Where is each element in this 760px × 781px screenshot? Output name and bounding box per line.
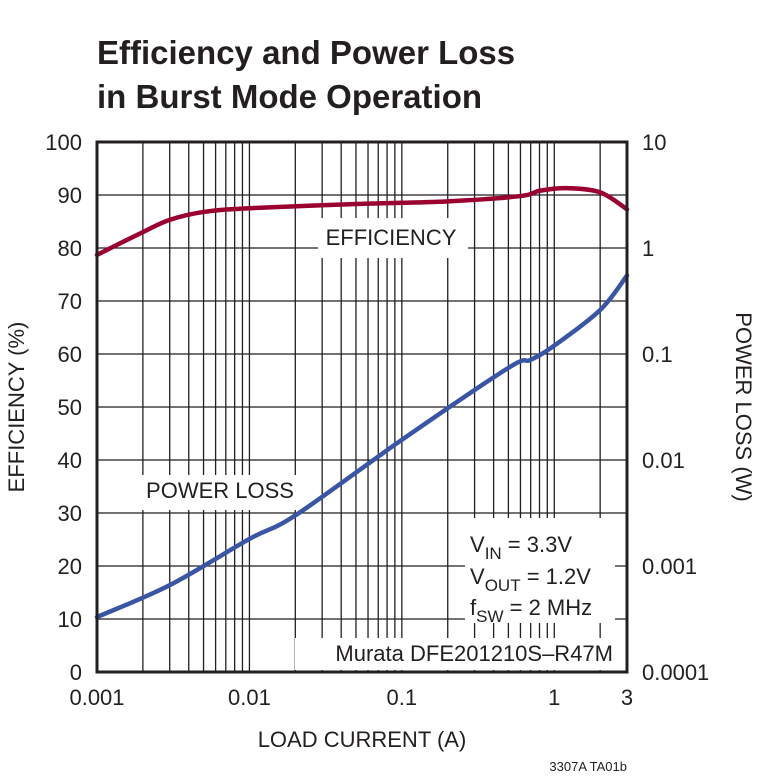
y-tick-label: 30 <box>58 501 82 526</box>
chart-title-line1: Efficiency and Power Loss <box>97 34 515 71</box>
y-tick-label: 20 <box>58 554 82 579</box>
x-tick-label: 3 <box>621 685 633 710</box>
x-tick-label: 0.001 <box>69 685 124 710</box>
y-tick-label: 70 <box>58 289 82 314</box>
x-tick-label: 0.1 <box>387 685 418 710</box>
y2-tick-label: 0.01 <box>642 448 685 473</box>
y2-tick-label: 0.1 <box>642 342 673 367</box>
annotation-vout: VOUT = 1.2V <box>470 564 591 595</box>
y-tick-label: 10 <box>58 607 82 632</box>
power-loss-line <box>94 273 630 620</box>
efficiency-series-label: EFFICIENCY <box>326 225 457 250</box>
power-loss-series-label: POWER LOSS <box>146 478 294 503</box>
y2-tick-label: 0.0001 <box>642 660 709 685</box>
chart-title-line2: in Burst Mode Operation <box>97 78 482 115</box>
y-tick-label: 80 <box>58 236 82 261</box>
y-tick-label: 0 <box>70 660 82 685</box>
annotation-inductor: Murata DFE201210S–R47M <box>335 641 613 666</box>
y-tick-label: 40 <box>58 448 82 473</box>
efficiency-line <box>94 185 630 258</box>
label-background <box>295 638 620 670</box>
label-background <box>318 218 468 258</box>
footnote: 3307A TA01b <box>549 759 627 774</box>
y-tick-label: 100 <box>45 130 82 155</box>
annotation-fsw: fSW = 2 MHz <box>470 595 592 626</box>
y-tick-label: 60 <box>58 342 82 367</box>
y2-tick-label: 0.001 <box>642 554 697 579</box>
y-tick-label: 50 <box>58 395 82 420</box>
annotation-vin: VIN = 3.3V <box>470 532 572 563</box>
y2-tick-label: 1 <box>642 236 654 261</box>
y-axis-label: EFFICIENCY (%) <box>4 322 29 493</box>
y2-tick-label: 10 <box>642 130 666 155</box>
x-tick-label: 0.01 <box>228 685 271 710</box>
label-background <box>137 475 303 510</box>
label-background <box>465 518 615 623</box>
y2-axis-label: POWER LOSS (W) <box>731 312 756 501</box>
plot-frame <box>95 140 629 674</box>
x-axis-label: LOAD CURRENT (A) <box>258 727 467 752</box>
y-tick-label: 90 <box>58 183 82 208</box>
x-tick-label: 1 <box>548 685 560 710</box>
